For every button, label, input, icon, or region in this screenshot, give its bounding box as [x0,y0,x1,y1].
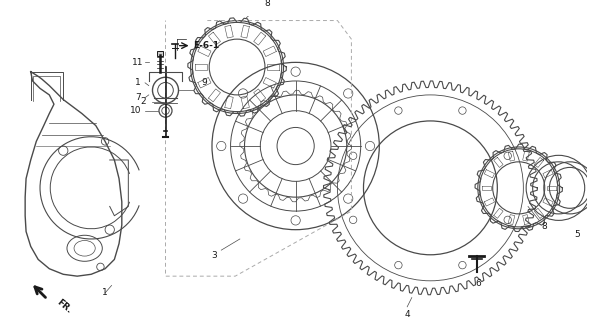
Text: FR.: FR. [55,298,74,315]
Text: 11: 11 [132,58,143,67]
Text: 1: 1 [102,288,108,297]
Text: 9: 9 [202,78,207,87]
Text: 4: 4 [404,310,410,319]
Text: 8: 8 [264,0,270,8]
Text: 10: 10 [130,106,142,115]
Text: 7: 7 [135,93,140,102]
Text: 6: 6 [476,279,482,288]
Text: E-6-1: E-6-1 [193,41,219,50]
Text: 2: 2 [140,97,146,106]
Text: 1: 1 [135,78,140,87]
Text: 8: 8 [542,222,548,231]
FancyBboxPatch shape [157,51,163,56]
Text: 5: 5 [575,230,580,239]
Text: 3: 3 [211,251,216,260]
